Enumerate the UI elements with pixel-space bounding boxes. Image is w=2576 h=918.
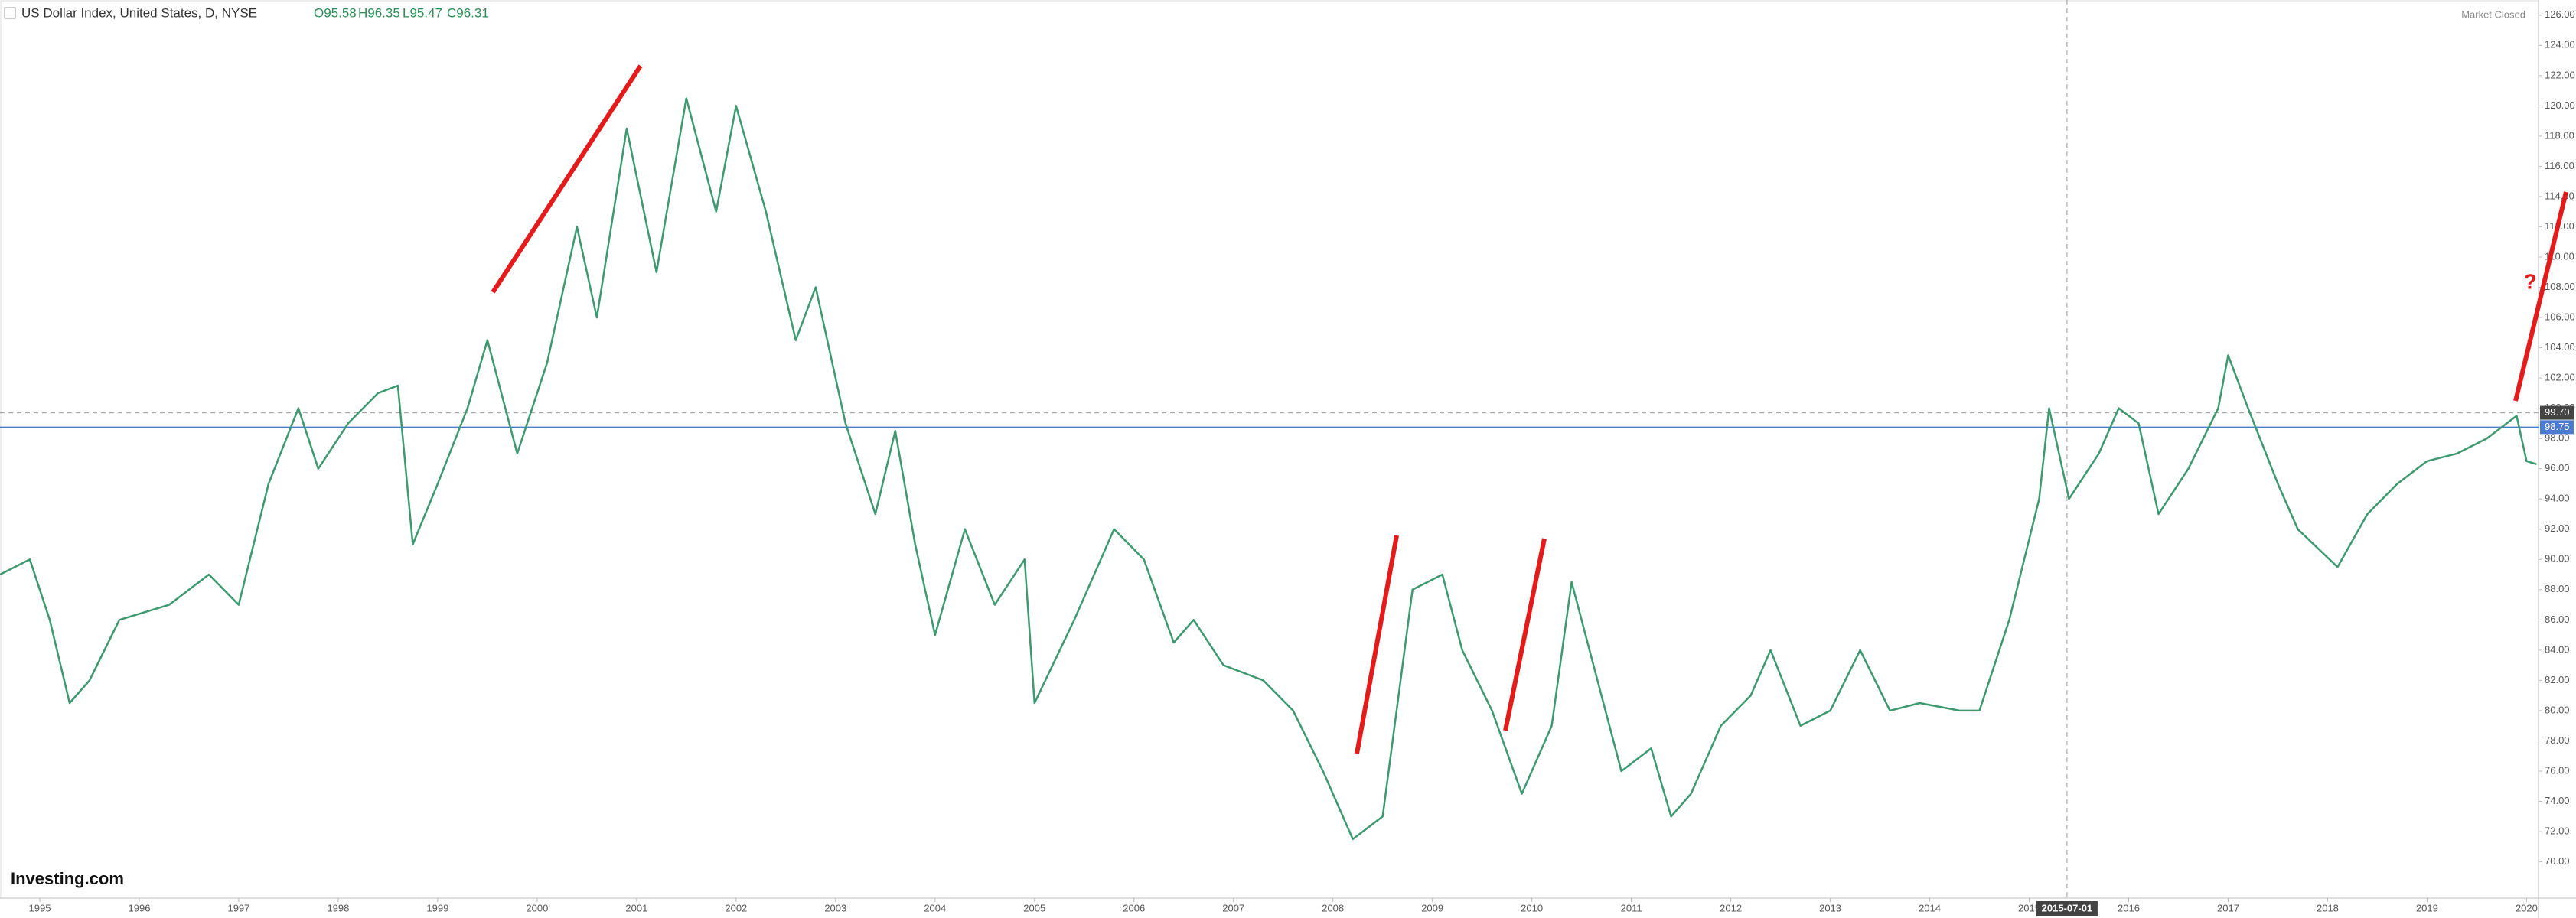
y-tick-label: 84.00 — [2545, 643, 2570, 655]
y-tick-label: 80.00 — [2545, 704, 2570, 715]
y-tick-label: 124.00 — [2545, 39, 2575, 50]
y-tick-label: 120.00 — [2545, 99, 2575, 111]
x-tick-label: 2001 — [625, 902, 647, 913]
market-status: Market Closed — [2461, 8, 2525, 20]
x-tick-label: 2010 — [1521, 902, 1543, 913]
x-tick-label: 1998 — [327, 902, 349, 913]
y-tick-label: 86.00 — [2545, 614, 2570, 625]
ohlc-value: H96.35 — [358, 5, 400, 20]
x-tick-label: 2018 — [2317, 902, 2339, 913]
x-tick-label: 2013 — [1819, 902, 1841, 913]
x-tick-label: 2020 — [2516, 902, 2538, 913]
x-tick-label: 2003 — [824, 902, 846, 913]
y-tick-label: 98.00 — [2545, 432, 2570, 444]
y-tick-label: 106.00 — [2545, 311, 2575, 322]
x-tick-label: 1996 — [129, 902, 151, 913]
y-tick-label: 88.00 — [2545, 583, 2570, 594]
ohlc-value: O95.58 — [314, 5, 357, 20]
x-tick-label: 2006 — [1123, 902, 1145, 913]
x-tick-label: 2016 — [2118, 902, 2140, 913]
y-tick-label: 114.00 — [2545, 190, 2574, 201]
x-tick-label: 1999 — [426, 902, 448, 913]
annotation: ? — [2523, 269, 2536, 293]
x-tick-label: 2015 — [2018, 902, 2040, 913]
y-tick-label: 118.00 — [2545, 129, 2574, 141]
y-tick-label: 108.00 — [2545, 281, 2575, 292]
crosshair-x-label: 2015-07-01 — [2042, 902, 2093, 913]
x-tick-label: 2002 — [725, 902, 747, 913]
x-tick-label: 2019 — [2416, 902, 2438, 913]
y-tick-label: 116.00 — [2545, 160, 2574, 171]
last-price-label: 98.75 — [2545, 421, 2570, 432]
x-tick-label: 2014 — [1919, 902, 1941, 913]
y-tick-label: 92.00 — [2545, 522, 2570, 534]
brand-logo: Investing.com — [11, 869, 124, 888]
y-tick-label: 122.00 — [2545, 69, 2575, 80]
y-tick-label: 74.00 — [2545, 795, 2570, 806]
x-tick-label: 2011 — [1621, 902, 1642, 913]
y-tick-label: 102.00 — [2545, 372, 2575, 383]
x-tick-label: 1995 — [29, 902, 51, 913]
price-line — [0, 97, 2537, 841]
trend-drawing — [1355, 535, 1399, 754]
crosshair-y-label: 99.70 — [2545, 406, 2570, 418]
y-tick-label: 76.00 — [2545, 764, 2570, 776]
trend-drawing — [2513, 191, 2568, 402]
x-tick-label: 2000 — [526, 902, 548, 913]
x-tick-label: 2004 — [924, 902, 946, 913]
x-tick-label: 1997 — [227, 902, 249, 913]
x-tick-label: 2012 — [1720, 902, 1742, 913]
user-drawings — [491, 64, 2568, 754]
y-tick-label: 96.00 — [2545, 462, 2570, 474]
collapse-icon[interactable] — [4, 7, 16, 19]
y-tick-label: 78.00 — [2545, 734, 2570, 746]
ohlc-value: L95.47 — [403, 5, 442, 20]
trend-drawing — [1503, 538, 1547, 731]
y-tick-label: 126.00 — [2545, 8, 2575, 20]
y-tick-label: 94.00 — [2545, 493, 2570, 504]
y-tick-label: 72.00 — [2545, 825, 2570, 836]
trend-drawing — [491, 64, 643, 294]
crosshair-x-badge — [2036, 901, 2098, 916]
ohlc-value: C96.31 — [447, 5, 489, 20]
y-tick-label: 104.00 — [2545, 341, 2575, 353]
chart-title: US Dollar Index, United States, D, NYSE — [21, 5, 257, 20]
x-tick-label: 2007 — [1222, 902, 1244, 913]
last-price-badge — [2540, 420, 2574, 435]
x-tick-label: 2009 — [1421, 902, 1443, 913]
y-tick-label: 70.00 — [2545, 855, 2570, 867]
x-tick-label: 2008 — [1322, 902, 1344, 913]
crosshair-y-badge — [2540, 405, 2574, 420]
y-tick-label: 90.00 — [2545, 553, 2570, 565]
x-tick-label: 2017 — [2217, 902, 2239, 913]
y-tick-label: 82.00 — [2545, 674, 2570, 685]
x-tick-label: 2005 — [1023, 902, 1045, 913]
